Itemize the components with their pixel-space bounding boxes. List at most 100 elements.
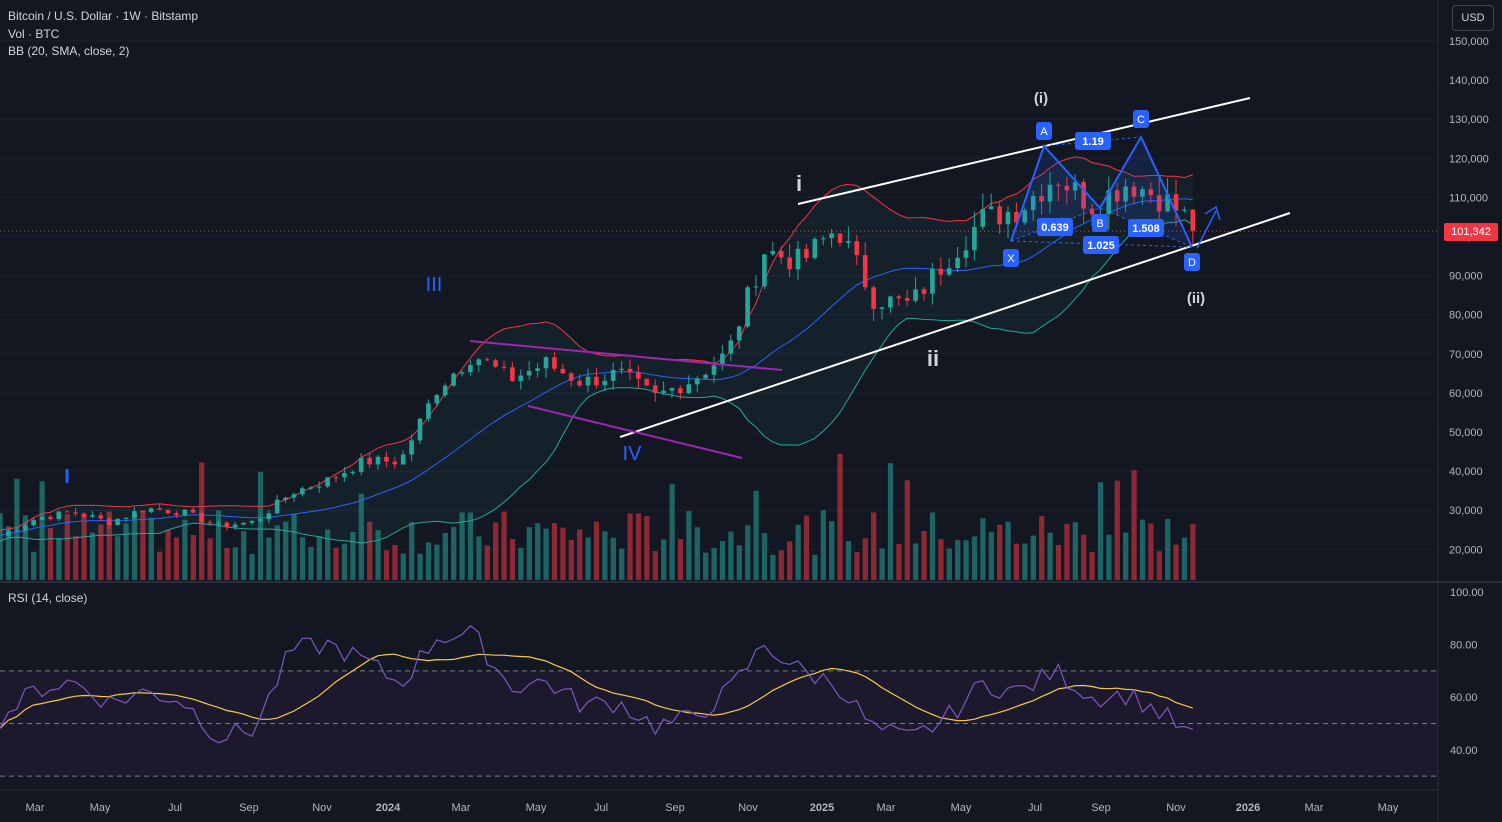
candle-body [619, 368, 624, 371]
candle-body [694, 378, 700, 385]
volume-bar [812, 554, 818, 580]
volume-bar [509, 539, 516, 580]
candle-body [165, 509, 171, 514]
candle-body [333, 477, 339, 479]
candle-body [862, 255, 868, 288]
bollinger-legend[interactable]: BB (20, SMA, close, 2) [8, 44, 130, 58]
volume-bar [1089, 551, 1095, 580]
volume-bar [593, 521, 600, 580]
candle-body [1165, 194, 1170, 212]
candle-body [224, 522, 230, 528]
volume-bar [299, 537, 306, 580]
volume-bar [350, 532, 356, 580]
volume-bar [703, 552, 709, 580]
currency-button[interactable]: USD [1452, 5, 1494, 31]
candle-body [6, 531, 11, 536]
volume-bar [1148, 523, 1154, 580]
volume-bar [837, 453, 843, 580]
rsi-ma-line [0, 653, 1193, 729]
volume-bar [56, 538, 62, 580]
candle-body [434, 395, 440, 404]
pattern-triangle-bcd [1100, 137, 1192, 247]
volume-bar [1030, 535, 1036, 580]
symbol-legend[interactable]: Bitcoin / U.S. Dollar · 1W · Bitstamp [8, 9, 199, 23]
volume-bar [22, 515, 28, 580]
candle-body [627, 368, 633, 373]
volume-bar [988, 531, 994, 580]
candle-body [1022, 210, 1028, 223]
rsi-line [0, 624, 1193, 744]
candle-body [526, 370, 532, 376]
candle-body [1148, 189, 1154, 196]
time-tick-label: May [1378, 802, 1399, 814]
volume-bar [1097, 482, 1104, 580]
candle-body [148, 508, 154, 513]
candle-body [854, 241, 860, 256]
volume-bar [333, 547, 339, 580]
ratio-label: 0.639 [1041, 222, 1069, 234]
candle-body [1081, 182, 1086, 209]
time-tick-label: May [90, 802, 111, 814]
candle-body [829, 233, 834, 239]
ratio-label: 1.19 [1082, 136, 1103, 148]
time-tick-label: 2024 [376, 802, 401, 814]
volume-bar [434, 544, 440, 580]
volume-bar [467, 512, 474, 580]
volume-bar [190, 535, 196, 580]
time-tick-label: 2025 [810, 802, 834, 814]
ratio-badge [1075, 132, 1111, 150]
wave-label-i: I [64, 466, 70, 488]
candle-body [81, 513, 87, 517]
candle-body [1030, 196, 1036, 211]
candle-body [1005, 211, 1011, 225]
volume-bar [652, 551, 658, 580]
volume-bar [871, 512, 877, 580]
candle-body [678, 388, 683, 394]
candle-body [1014, 211, 1019, 223]
volume-bar [929, 512, 936, 580]
rsi-tick-label: 60.00 [1450, 692, 1478, 704]
rsi-tick-label: 40.00 [1450, 745, 1478, 757]
candle-body [552, 357, 557, 369]
time-tick-label: Nov [312, 802, 332, 814]
candle-body [501, 366, 507, 368]
candle-body [350, 471, 356, 474]
rsi-legend[interactable]: RSI (14, close) [8, 591, 88, 605]
candle-body [484, 359, 490, 361]
volume-bar [47, 527, 54, 580]
candle-body [543, 357, 549, 369]
candle-body [476, 359, 482, 366]
time-tick-label: May [526, 802, 547, 814]
candle-body [938, 268, 944, 275]
volume-bar [980, 518, 986, 580]
price-tick-label: 50,000 [1449, 427, 1483, 439]
candle-body [56, 511, 62, 520]
volume-legend[interactable]: Vol · BTC [8, 27, 60, 41]
volume-bar [417, 553, 423, 580]
candle-body [115, 518, 120, 526]
time-tick-label: Nov [1166, 802, 1186, 814]
candle-body [426, 403, 431, 419]
candle-body [585, 376, 591, 386]
volume-bar [686, 511, 692, 580]
candle-body [182, 509, 188, 516]
candle-body [22, 525, 28, 531]
candle-body [1173, 194, 1179, 211]
candle-body [451, 373, 456, 386]
channel-lower-line [619, 212, 1291, 438]
candle-body [778, 251, 784, 258]
candle-body [274, 499, 280, 514]
volume-bar [173, 537, 180, 580]
candle-body [174, 513, 179, 516]
candle-body [795, 248, 801, 270]
volume-bar [661, 539, 667, 580]
volume-bar [1173, 544, 1179, 580]
volume-bar [535, 523, 541, 580]
candle-body [64, 511, 70, 513]
volume-bar [854, 552, 860, 580]
volume-bar [123, 523, 129, 580]
candle-body [325, 477, 330, 487]
volume-bar [442, 532, 448, 580]
volume-bar [1055, 544, 1062, 580]
